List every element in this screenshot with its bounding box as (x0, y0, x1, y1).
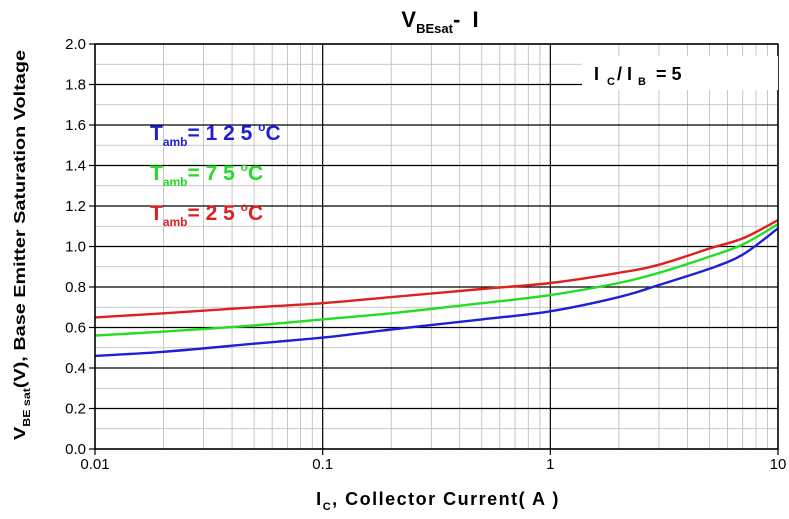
condition-rest: = 5 (656, 64, 682, 84)
chart-title: VBEsat- I (401, 7, 478, 36)
y-tick-label: 1.6 (65, 117, 86, 134)
condition-a-sub: C (607, 76, 615, 88)
x-tick-label: 0.01 (80, 456, 109, 473)
y-tick-label: 0.0 (65, 441, 86, 458)
legend-sup: o (258, 120, 265, 134)
x-axis-label-sub: C (323, 501, 332, 513)
x-axis-label-main: I (316, 489, 323, 509)
condition-sep: / I (617, 64, 632, 84)
legend-sup: o (241, 160, 248, 174)
condition-box: I C / I B = 5 (582, 56, 778, 90)
y-axis-label-main: V (12, 426, 29, 440)
legend-label-2: Tamb= 2 5 oC (150, 200, 263, 229)
legend-rest: = 1 2 5 (188, 122, 259, 145)
legend-sub: amb (163, 175, 188, 189)
chart-title-sub: BEsat (416, 21, 454, 36)
legend-main: T (150, 122, 163, 145)
chart-title-main: V (401, 7, 416, 32)
y-axis-label-rest: (V), Base Emitter Saturation Voltage (12, 50, 29, 388)
y-tick-label: 0.4 (65, 360, 86, 377)
condition-box-bg (582, 56, 778, 90)
x-axis-label-rest: , Collector Current( A ) (332, 489, 560, 509)
series-line-0 (94, 227, 779, 358)
series-layer (94, 219, 779, 358)
x-axis-label: IC, Collector Current( A ) (316, 489, 560, 513)
legend-sup: o (241, 200, 248, 214)
x-tick-label: 0.1 (312, 456, 333, 473)
condition-text: I C / I B = 5 (594, 64, 681, 88)
legend-rest: = 7 5 (188, 162, 241, 185)
condition-a: I (594, 64, 599, 84)
x-tick-label: 10 (770, 456, 787, 473)
x-tick-label: 1 (546, 456, 554, 473)
legend-rest: = 2 5 (188, 202, 241, 225)
y-axis-label-sub: BE sat (22, 387, 33, 426)
y-axis-label: VBE sat(V), Base Emitter Saturation Volt… (12, 50, 33, 440)
x-axis-ticks: 0.01 0.1 1 10 (80, 449, 786, 473)
y-tick-label: 1.2 (65, 198, 86, 215)
legend-unit: C (266, 122, 281, 145)
y-tick-label: 0.6 (65, 320, 86, 337)
y-tick-label: 1.0 (65, 239, 86, 256)
y-tick-label: 0.2 (65, 401, 86, 418)
legend-sub: amb (163, 215, 188, 229)
y-axis-ticks: 0.0 0.2 0.4 0.6 0.8 1.0 1.2 1.4 1.6 1.8 2.0 (65, 36, 95, 458)
legend-unit: C (248, 202, 263, 225)
y-tick-label: 0.8 (65, 279, 86, 296)
legend-label-0: Tamb= 1 2 5 oC (150, 120, 281, 149)
plot-area: 0.01 0.1 1 10 0.0 0.2 0.4 0.6 0.8 1.0 1.2 1.4 1.6 1.… (65, 36, 786, 473)
series-line-1 (94, 223, 779, 337)
chart-title-rest: - I (453, 7, 479, 32)
y-tick-label: 2.0 (65, 36, 86, 53)
legend-label-1: Tamb= 7 5 oC (150, 160, 263, 189)
y-tick-label: 1.4 (65, 158, 86, 175)
legend-main: T (150, 202, 163, 225)
legend-unit: C (248, 162, 263, 185)
condition-b-sub: B (638, 76, 646, 88)
y-tick-label: 1.8 (65, 77, 86, 94)
legend-sub: amb (163, 135, 188, 149)
legend-main: T (150, 162, 163, 185)
series-line-2 (94, 219, 779, 319)
